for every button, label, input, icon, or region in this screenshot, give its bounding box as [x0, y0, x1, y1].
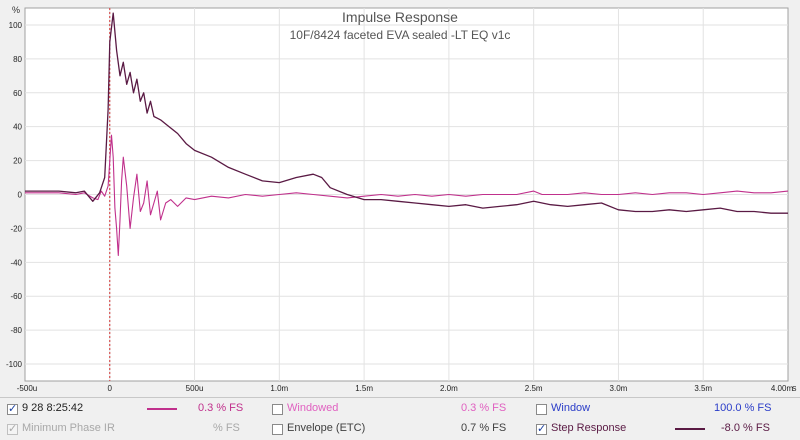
envelope-value: 0.7 % FS: [461, 422, 507, 434]
x-tick-label: 2.0m: [440, 384, 458, 393]
x-tick-label: 4.00m: [771, 384, 794, 393]
y-tick-label: 80: [13, 55, 22, 64]
min-phase-checkbox[interactable]: [7, 422, 18, 435]
step-response-swatch: [675, 428, 705, 430]
impulse-response-line: [25, 134, 789, 257]
min-phase-value: % FS: [213, 422, 240, 434]
chart-subtitle: 10F/8424 faceted EVA sealed -LT EQ v1c: [290, 28, 511, 42]
windowed-label: Windowed: [287, 402, 339, 414]
window-label: Window: [551, 402, 591, 414]
window-checkbox[interactable]: [536, 404, 547, 415]
step-response-checkbox[interactable]: [536, 422, 547, 435]
y-tick-label: 0: [18, 191, 23, 200]
legend-row-2: Minimum Phase IR % FS Envelope (ETC) 0.7…: [0, 419, 800, 439]
x-tick-label: 0: [108, 384, 113, 393]
y-tick-label: -80: [10, 326, 22, 335]
step-response-value: -8.0 % FS: [721, 422, 770, 434]
y-tick-label: 100: [9, 21, 23, 30]
y-tick-label: -40: [10, 258, 22, 267]
chart-area: -500u 0 500u 1.0m 1.5m 2.0m 2.5m 3.0m 3.5m 4.00m 1…: [0, 0, 800, 397]
step-response-line: [25, 12, 788, 214]
y-tick-label: 60: [13, 89, 22, 98]
impulse-response-chart[interactable]: -500u 0 500u 1.0m 1.5m 2.0m 2.5m 3.0m 3.5m 4.00m 1…: [0, 0, 800, 397]
ir-swatch: [147, 408, 177, 410]
x-unit-suffix: s: [792, 383, 797, 393]
y-tick-label: 20: [13, 157, 22, 166]
x-tick-label: 3.5m: [694, 384, 712, 393]
y-tick-label: -100: [6, 360, 23, 369]
legend-row-1: 9 28 8:25:42 0.3 % FS Windowed 0.3 % FS …: [0, 399, 800, 419]
envelope-label: Envelope (ETC): [287, 422, 366, 434]
x-tick-label: 1.5m: [355, 384, 373, 393]
ir-label: 9 28 8:25:42: [22, 402, 84, 414]
y-unit-label: %: [12, 5, 20, 15]
envelope-checkbox[interactable]: [272, 424, 283, 435]
y-tick-label: -20: [10, 224, 22, 233]
ir-checkbox[interactable]: [7, 402, 18, 415]
step-response-label: Step Response: [551, 422, 627, 434]
x-tick-label: 3.0m: [610, 384, 628, 393]
ir-value: 0.3 % FS: [198, 402, 244, 414]
x-tick-label: -500u: [17, 384, 37, 393]
x-tick-label: 1.0m: [270, 384, 288, 393]
window-value: 100.0 % FS: [714, 402, 772, 414]
x-tick-label: 2.5m: [525, 384, 543, 393]
y-tick-label: 40: [13, 123, 22, 132]
y-tick-label: -60: [10, 292, 22, 301]
x-tick-label: 500u: [186, 384, 204, 393]
windowed-checkbox[interactable]: [272, 404, 283, 415]
chart-title: Impulse Response: [342, 9, 458, 25]
min-phase-label: Minimum Phase IR: [22, 422, 115, 434]
windowed-value: 0.3 % FS: [461, 402, 507, 414]
legend-panel: 9 28 8:25:42 0.3 % FS Windowed 0.3 % FS …: [0, 397, 800, 440]
